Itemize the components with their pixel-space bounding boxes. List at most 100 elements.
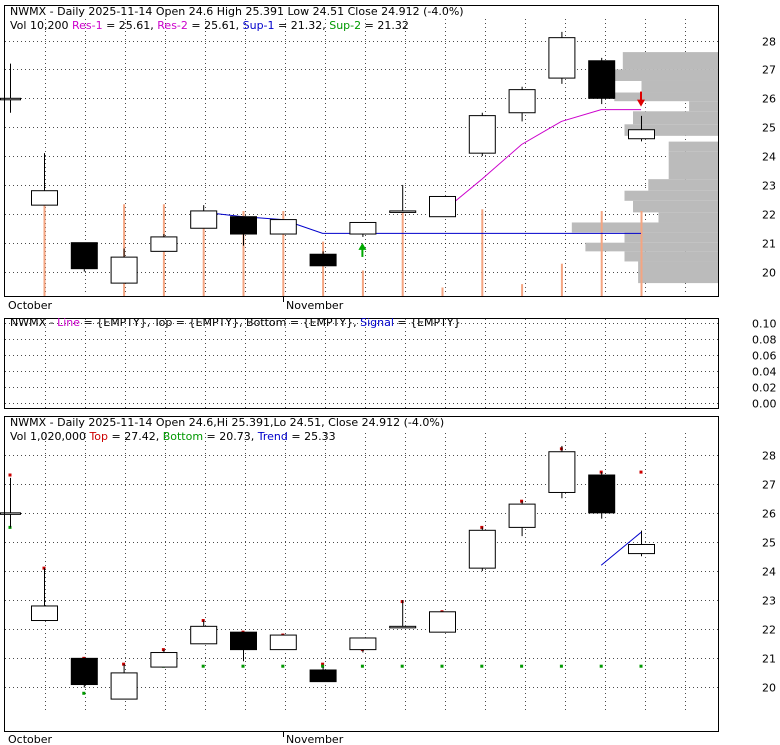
middle-line-label: Line [57, 316, 80, 329]
top-candle-body [588, 60, 616, 99]
top-sup1-value: = 21.32, [275, 19, 326, 32]
middle-top-label: Top = {EMPTY}, [150, 316, 242, 329]
top-candle-body [110, 256, 138, 284]
top-res1-value: = 25.61, [103, 19, 154, 32]
bottom-candle-body [150, 652, 178, 668]
bottom-candle-body [269, 634, 297, 651]
top-panel-frame [4, 5, 719, 297]
top-volume-profile-bar [641, 80, 718, 93]
top-candle-body [31, 190, 58, 206]
bottom-trend-value: = 25.33 [288, 430, 336, 443]
bottom-top-dot [639, 470, 643, 474]
top-candles [0, 31, 655, 284]
bot-y-tick-label: 26 [762, 508, 776, 521]
bottom-header-title: NWMX - Daily 2025-11-14 Open 24.6,Hi 25.… [10, 416, 444, 429]
top-candle-body [309, 253, 337, 267]
top-volume-profile-bar [614, 92, 718, 102]
top-y-tick-label: 27 [762, 64, 776, 77]
bottom-bottom-label: Bottom [163, 430, 203, 443]
bottom-candle-body [389, 625, 417, 629]
top-y-ticks: 20 21 22 23 24 25 26 27 28 [762, 36, 776, 280]
middle-signal-label: Signal [357, 316, 394, 329]
top-header-levels: Vol 10,200 Res-1 = 25.61, Res-2 = 25.61,… [10, 19, 409, 32]
bottom-candle-body [309, 669, 337, 683]
top-candle-body [468, 115, 496, 154]
bottom-candle-body [548, 451, 576, 493]
middle-y-tick-label: 0.06 [752, 350, 777, 363]
top-volume-profile-bar [624, 251, 718, 262]
bottom-candle-body [110, 672, 138, 700]
bot-y-tick-label: 20 [762, 682, 776, 695]
middle-y-tick-label: 0.08 [752, 334, 777, 347]
top-candle-body [0, 97, 21, 101]
bottom-candle-body [31, 605, 58, 622]
middle-y-tick-label: 0.10 [752, 318, 777, 331]
top-x-label-november: November [286, 299, 344, 312]
bottom-bottom-dot [321, 664, 325, 668]
bottom-bottom-value: = 20.73, [203, 430, 254, 443]
top-volume-profile-bar [668, 141, 718, 152]
top-volume-profile-bar [633, 200, 718, 213]
top-candle-body [269, 219, 297, 235]
top-res2-label: Res-2 [157, 19, 188, 32]
top-candle-body [628, 129, 655, 140]
top-grid [5, 19, 718, 294]
bottom-top-label: Top [88, 430, 108, 443]
middle-y-tick-label: 0.02 [752, 382, 777, 395]
top-volume-profile-bar [624, 124, 718, 136]
top-sup1-label: Sup-1 [243, 19, 275, 32]
top-resistance-line [441, 109, 641, 213]
top-candle-body [150, 236, 178, 252]
bottom-candle-body [230, 631, 257, 651]
top-arrows [358, 91, 645, 257]
bottom-header-levels: Vol 1,020,000 Top = 27.42, Bottom = 20.7… [10, 430, 336, 443]
top-res1-label: Res-1 [72, 19, 103, 32]
top-volume-profile-bar [648, 179, 718, 191]
bottom-trend-label: Trend [257, 430, 288, 443]
top-volume-profile-bar [689, 101, 718, 112]
bottom-candle-body [588, 474, 616, 514]
bottom-top-dot [8, 473, 12, 477]
top-y-tick-label: 24 [762, 151, 776, 164]
bot-y-tick-label: 28 [762, 450, 776, 463]
bottom-candle-body [70, 657, 98, 686]
bottom-vol-label: Vol 1,020,000 [10, 430, 86, 443]
top-y-tick-label: 26 [762, 93, 776, 106]
top-y-tick-label: 23 [762, 180, 776, 193]
bottom-bottom-dot [639, 664, 643, 668]
top-volume-profile-bar [668, 151, 718, 180]
top-y-tick-label: 20 [762, 267, 776, 280]
middle-panel: 0.10 0.08 0.06 0.04 0.02 0.00 NWMX - Line = {… [4, 316, 777, 411]
bottom-candle-body [0, 512, 21, 515]
bottom-bottom-dot [480, 664, 484, 668]
top-panel: 20 21 22 23 24 25 26 27 28 NWMX - Daily 2025-11-… [0, 5, 776, 312]
middle-signal-value: = {EMPTY} [394, 316, 461, 329]
middle-y-ticks: 0.10 0.08 0.06 0.04 0.02 0.00 [752, 318, 777, 411]
bottom-bottom-dot [559, 664, 563, 668]
top-y-tick-label: 25 [762, 122, 776, 135]
bottom-bottom-dot [201, 664, 205, 668]
bottom-candle-body [349, 637, 377, 651]
top-candle-body [389, 210, 417, 213]
top-candle-body [230, 216, 257, 235]
top-candle-body [508, 89, 536, 114]
top-support-resistance [203, 109, 641, 234]
bot-y-tick-label: 27 [762, 479, 776, 492]
bottom-bottom-dot [241, 664, 245, 668]
bottom-panel: 20 21 22 23 24 25 26 27 28 NWMX - Daily 2025-11-… [0, 416, 776, 745]
top-volume-profile-bar [585, 242, 718, 252]
top-volume-profile [571, 52, 718, 284]
top-volume-profile-bar [633, 111, 718, 125]
bottom-trend-line-segment [600, 531, 642, 566]
bottom-bottom-dot [82, 691, 86, 695]
top-candle-body [548, 37, 576, 79]
middle-prefix: NWMX - [10, 316, 57, 329]
bottom-top-dot [321, 662, 325, 666]
bottom-candles [0, 445, 655, 700]
bottom-x-label-october: October [8, 733, 52, 745]
bottom-candle-body [468, 529, 496, 569]
bottom-candle-body [429, 611, 456, 633]
bottom-candle-body [190, 625, 218, 645]
top-volume-profile-bar [614, 69, 718, 81]
